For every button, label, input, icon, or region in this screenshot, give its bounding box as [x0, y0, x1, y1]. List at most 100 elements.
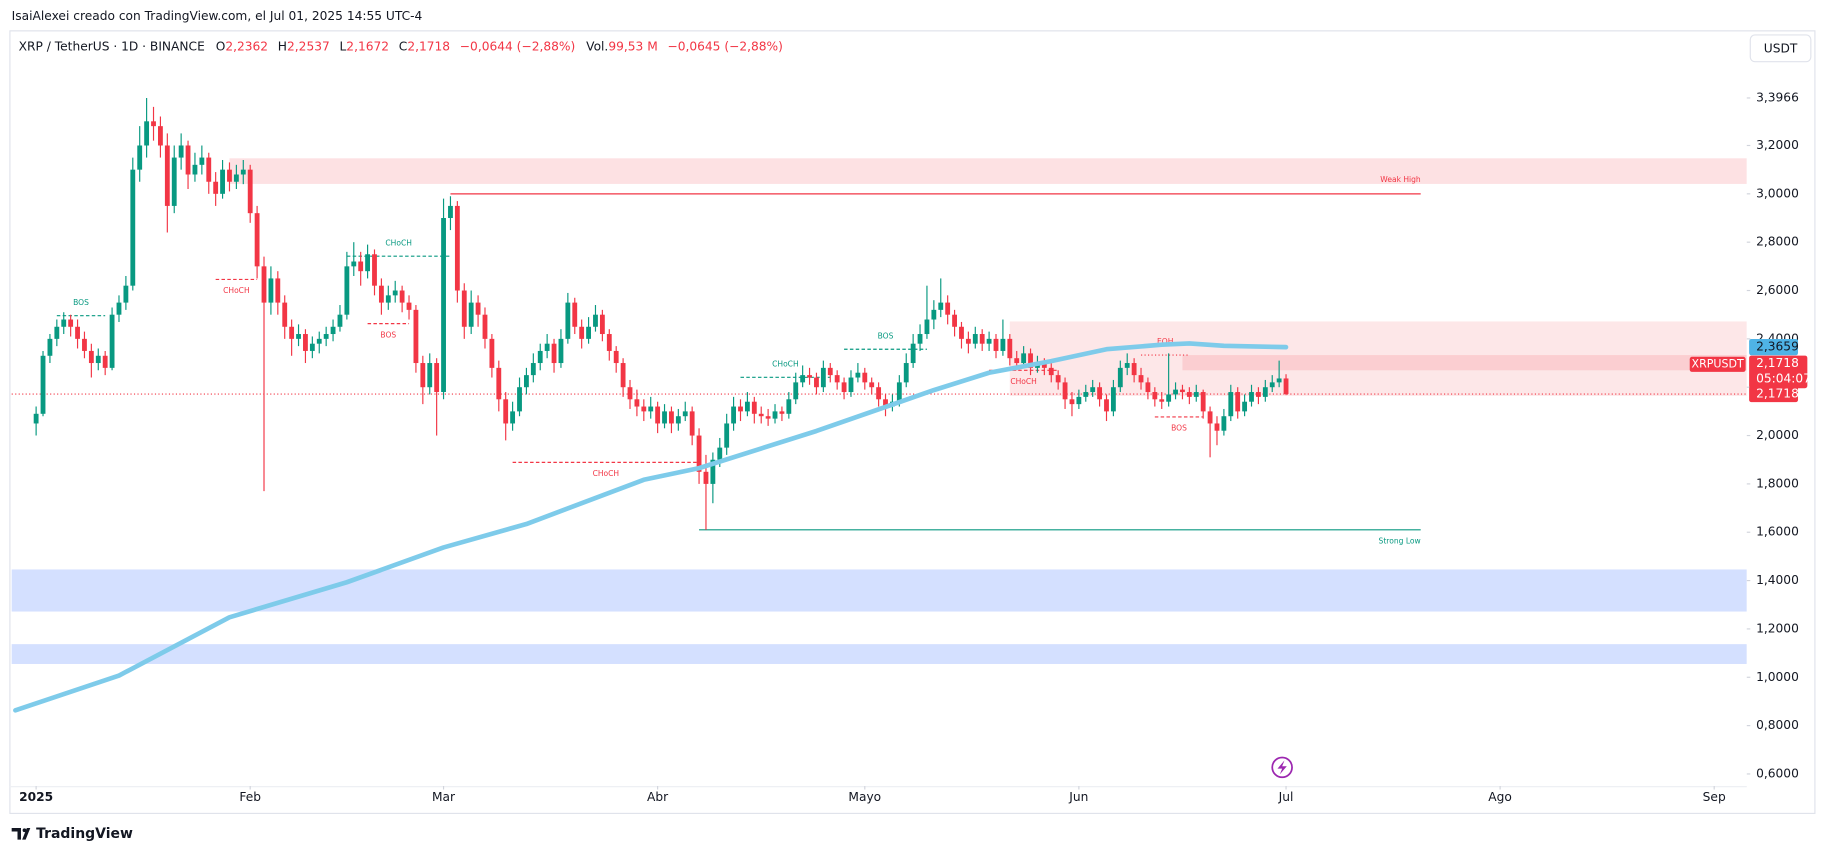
candle-body: [952, 314, 957, 327]
candle-body: [482, 314, 488, 339]
candle-body: [385, 295, 391, 303]
candle-body: [1159, 399, 1165, 402]
candle-body: [1138, 375, 1144, 383]
candle-body: [758, 413, 764, 417]
candle-body: [47, 338, 53, 356]
currency-box[interactable]: [1749, 34, 1812, 63]
candle-body: [1076, 396, 1082, 405]
candle-body: [144, 121, 150, 146]
currency[interactable]: USDT: [1764, 41, 1798, 55]
candle-body: [1186, 392, 1192, 397]
candle-body: [503, 399, 509, 424]
y-tick-label: 1,2000: [1756, 621, 1799, 635]
alert-icon[interactable]: [1271, 756, 1293, 779]
candle-body: [420, 363, 426, 388]
y-tick-label: 0,6000: [1756, 766, 1799, 780]
candle-body: [68, 319, 74, 327]
candle-body: [61, 319, 67, 327]
candle-body: [282, 302, 288, 327]
structure-label: EQH: [1157, 337, 1173, 346]
y-tick-label: 0,8000: [1756, 718, 1799, 732]
x-tick-label: Abr: [647, 790, 669, 804]
candle-body: [738, 406, 743, 412]
candle-body: [1090, 387, 1096, 393]
candle-body: [372, 254, 377, 286]
candle-body: [703, 471, 709, 484]
candle-body: [192, 164, 198, 175]
footer-logo: TradingView: [11, 826, 133, 842]
candle-body: [710, 459, 716, 484]
candle-body: [1097, 387, 1103, 400]
legend: XRP / TetherUS · 1D · BINANCE O2,2362 H2…: [19, 39, 783, 53]
candle-body: [1104, 399, 1109, 412]
candle-body: [1028, 353, 1033, 368]
candle-body: [627, 387, 633, 400]
frame: [9, 30, 1816, 814]
candle-body: [1221, 416, 1227, 431]
structure-label: BOS: [878, 331, 894, 340]
countdown: 05:04:07: [1756, 371, 1811, 385]
ma-tag-label: 2,3659: [1756, 340, 1799, 354]
level-label: Strong Low: [1379, 536, 1421, 545]
candle-body: [316, 338, 322, 344]
vol-change: −0,0645 (−2,88%): [667, 39, 782, 53]
candle-body: [261, 266, 267, 303]
candle-body: [669, 411, 674, 424]
candle-body: [268, 278, 274, 303]
candle-body: [1131, 363, 1137, 376]
c-val: 2,1718: [407, 39, 450, 53]
candle-body: [682, 411, 688, 417]
x-tick-label: Feb: [239, 790, 261, 804]
candle-body: [130, 169, 136, 286]
candle-body: [1145, 382, 1151, 393]
candle-body: [606, 334, 612, 351]
candle-body: [807, 375, 812, 378]
candle-body: [800, 375, 806, 383]
candle-body: [40, 355, 46, 414]
y-tick-label: 1,4000: [1756, 573, 1799, 587]
y-tick-label: 3,0000: [1756, 186, 1799, 200]
candle-body: [227, 169, 232, 182]
candle-body: [337, 314, 343, 327]
candle-body: [731, 406, 737, 424]
symbol-tag-label: XRPUSDT: [1692, 357, 1745, 370]
candle-body: [931, 309, 937, 320]
candle-body: [675, 416, 681, 424]
candle-body: [178, 145, 184, 158]
candle-body: [489, 338, 495, 368]
last-tag: [1749, 385, 1799, 403]
structure-label: CHoCH: [772, 359, 799, 368]
candle-body: [406, 302, 412, 310]
candle-body: [199, 157, 205, 165]
candle-body: [572, 302, 578, 327]
candle-body: [537, 350, 543, 364]
candle-body: [855, 372, 861, 378]
candle-body: [786, 399, 792, 414]
candle-body: [1041, 363, 1047, 368]
candle-body: [254, 213, 260, 267]
candle-body: [634, 399, 640, 407]
currency-button[interactable]: USDT: [1749, 34, 1812, 63]
candle-body: [158, 126, 163, 146]
candle-body: [123, 285, 129, 303]
x-tick-label: Sep: [1703, 790, 1726, 804]
candle-body: [330, 326, 336, 335]
candle-body: [883, 399, 888, 407]
candle-body: [724, 423, 730, 448]
candle-body: [309, 343, 315, 351]
candle-body: [82, 338, 87, 351]
y-tick-label: 1,0000: [1756, 670, 1799, 684]
candle-body: [206, 157, 212, 182]
candle-body: [841, 382, 847, 393]
candle-body: [1166, 394, 1172, 402]
candle-body: [641, 406, 647, 412]
candle-body: [924, 319, 930, 335]
candle-body: [1249, 392, 1254, 402]
candle-body: [233, 174, 239, 182]
candle-body: [164, 145, 170, 206]
candle-body: [648, 406, 654, 412]
alert-bolt[interactable]: [1277, 760, 1287, 775]
candle-body: [751, 401, 757, 414]
y-tick-label: 1,6000: [1756, 525, 1799, 539]
